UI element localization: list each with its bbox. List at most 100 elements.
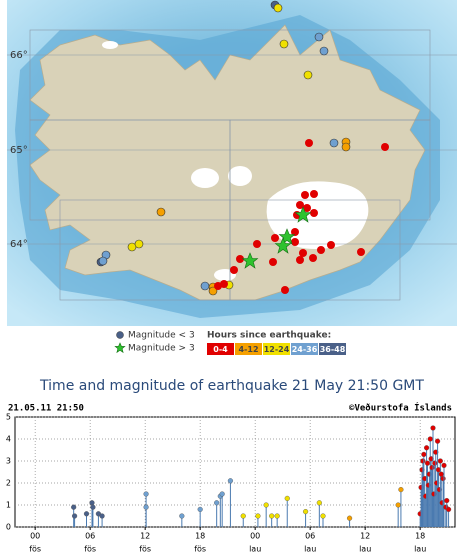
legend-swatch [291, 343, 318, 355]
point [89, 500, 95, 506]
quake [301, 191, 309, 199]
point [179, 513, 185, 519]
point [346, 515, 353, 521]
y-tick-label: 3 [6, 457, 11, 466]
quake [329, 138, 339, 148]
lat-label: 66° [10, 50, 28, 61]
point [274, 513, 280, 519]
legend-swatch [319, 343, 346, 355]
quake [314, 32, 324, 42]
legend-label: 0-4 [213, 345, 228, 354]
legend-title: Hours since earthquake: [207, 331, 331, 341]
quake [296, 256, 304, 264]
quake [303, 204, 311, 212]
quake-star [274, 237, 292, 254]
legend-star [114, 342, 126, 354]
lat-label: 65° [10, 145, 28, 156]
point [197, 506, 203, 513]
point [435, 467, 442, 473]
quake [310, 190, 318, 198]
quake [291, 228, 299, 236]
plot-frame [14, 416, 456, 528]
x-tick-label: 00 [250, 532, 260, 541]
quakes [96, 0, 389, 296]
x-tick-label: 00 [30, 532, 40, 541]
quake [214, 282, 222, 290]
x-tick-label: 18 [195, 532, 205, 541]
quake [208, 286, 218, 296]
glacier [102, 41, 118, 49]
quake [296, 201, 304, 209]
point [430, 425, 436, 431]
point [438, 471, 444, 477]
point [398, 487, 404, 493]
quake [98, 256, 108, 266]
quake [317, 246, 325, 254]
x-tick-label: 12 [360, 532, 370, 541]
quake-star [241, 252, 259, 269]
quake [236, 255, 244, 263]
x-tick-label: 12 [140, 532, 150, 541]
point [427, 436, 433, 442]
y-tick-label: 5 [6, 413, 11, 422]
legend-label: 36-48 [320, 345, 346, 354]
glacier [228, 166, 252, 186]
quake [156, 207, 166, 217]
glacier [214, 269, 236, 281]
quake [291, 238, 299, 246]
legend-label: 12-24 [264, 345, 290, 354]
quake [269, 258, 277, 266]
legend-swatch [263, 343, 290, 355]
legend-label: 4-12 [238, 345, 258, 354]
x-day-label: lau [249, 545, 261, 554]
point [424, 460, 431, 466]
point [420, 458, 426, 464]
quake [273, 3, 283, 13]
chart-title: Time and magnitude of earthquake 21 May … [39, 378, 424, 394]
point [263, 502, 269, 508]
x-day-label: fös [139, 545, 151, 554]
y-tick-label: 4 [6, 435, 11, 444]
x-tick-label: 18 [415, 532, 425, 541]
map: 66° 65° 64° [7, 0, 457, 326]
quake [357, 248, 365, 256]
map-legend: Magnitude < 3 Magnitude > 3 Hours since … [114, 331, 346, 355]
point [227, 478, 234, 484]
point [437, 458, 443, 464]
point [284, 495, 290, 502]
point [99, 513, 105, 519]
x-day-label: lau [359, 545, 371, 554]
quake [279, 39, 289, 49]
point [83, 511, 90, 517]
legend-dot [116, 331, 124, 339]
point [432, 460, 438, 466]
point [143, 504, 149, 510]
point [240, 513, 246, 519]
chart-credit: ©Veðurstofa Íslands [349, 402, 452, 414]
x-tick-label: 06 [85, 532, 95, 541]
quake [253, 240, 261, 248]
point [440, 476, 446, 482]
quake [230, 266, 238, 274]
legend-label: 24-36 [292, 345, 318, 354]
grid-box [229, 199, 401, 301]
quake [381, 143, 389, 151]
x-day-label: fös [84, 545, 96, 554]
point [143, 491, 149, 497]
point [444, 498, 450, 504]
point [269, 513, 275, 519]
point [316, 500, 322, 506]
quake [305, 139, 313, 147]
glacier [191, 168, 219, 188]
chart-date: 21.05.11 21:50 [8, 404, 84, 414]
legend-swatch [207, 343, 234, 355]
x-day-label: fös [29, 545, 41, 554]
quake [200, 281, 210, 291]
quake [341, 142, 351, 152]
legend-label: Magnitude < 3 [128, 331, 195, 341]
glacier [266, 181, 369, 249]
point [421, 451, 427, 458]
point [429, 465, 435, 471]
point [71, 513, 78, 519]
